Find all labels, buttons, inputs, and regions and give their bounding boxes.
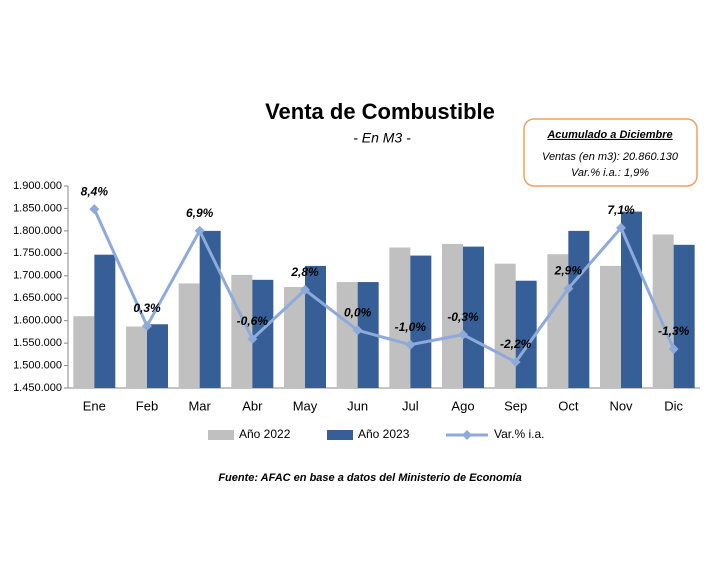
x-tick-label: Jun [347,398,368,413]
summary-box [523,118,698,187]
y-tick-label: 1.500.000 [13,359,62,371]
bar [336,282,358,388]
bar [547,254,569,388]
x-tick-label: Sep [504,398,527,413]
data-label: -2,2% [500,337,532,351]
bar [600,265,621,388]
x-tick-label: Nov [609,398,633,413]
box-line: Ventas (en m3): 20.860.130 [542,151,679,163]
data-label: -1,3% [658,324,690,338]
bar [442,243,463,388]
data-label: -1,0% [395,320,427,334]
x-tick-label: Oct [558,398,579,413]
x-tick-label: Ago [451,398,474,413]
legend-marker [462,430,472,440]
bar [673,244,695,388]
x-tick-label: Feb [136,398,158,413]
x-tick-label: May [293,398,318,413]
bar [463,246,484,388]
data-label: 0,0% [344,305,372,319]
bar [73,316,95,388]
bar [494,263,516,388]
y-tick-label: 1.750.000 [13,247,62,259]
line-marker [89,204,100,215]
y-tick-label: 1.900.000 [13,180,62,192]
legend-swatch [208,430,234,440]
line-marker [616,222,626,233]
data-label: 7,1% [607,203,635,217]
data-label: 6,9% [186,206,214,220]
bar [305,265,326,388]
x-tick-label: Abr [242,398,263,413]
x-tick-label: Dic [664,398,683,413]
data-label: 8,4% [81,184,109,198]
bar [621,211,642,388]
y-tick-label: 1.850.000 [13,202,62,214]
bar [652,234,674,388]
line-marker [142,320,152,331]
bar [284,287,305,388]
y-tick-label: 1.800.000 [13,225,62,237]
bar [94,254,116,388]
box-line: Var.% i.a.: 1,9% [571,167,649,179]
bar [357,282,379,388]
legend-label: Var.% i.a. [494,427,544,441]
bar [147,324,168,388]
box-title: Acumulado a Diciembre [546,129,672,141]
x-tick-label: Jul [402,398,419,413]
bar [515,280,537,388]
bar [389,247,411,388]
bar [410,255,432,388]
line-marker [405,339,416,350]
chart-title: Venta de Combustible [265,99,495,124]
line-marker [352,325,363,336]
line-series [92,208,676,364]
line-marker [194,225,205,236]
data-label: 0,3% [133,301,161,315]
data-label: 2,9% [554,264,583,278]
line-marker [563,283,574,294]
line-marker [247,333,258,344]
data-label: -0,3% [447,310,479,324]
line-marker [458,329,468,340]
legend-label: Año 2023 [358,427,410,441]
bar [199,230,221,388]
y-tick-label: 1.450.000 [13,382,62,394]
legend-label: Año 2022 [239,427,291,441]
y-tick-label: 1.700.000 [13,270,62,282]
legend-swatch [327,430,353,440]
source-note: Fuente: AFAC en base a datos del Ministe… [218,472,521,484]
y-tick-label: 1.550.000 [13,337,62,349]
chart-subtitle: - En M3 - [353,130,411,146]
y-tick-label: 1.650.000 [13,292,62,304]
bar [568,230,590,388]
line-marker [510,357,521,368]
x-tick-label: Mar [188,398,211,413]
bar [252,279,274,388]
data-label: 2,8% [290,265,319,279]
bar [178,283,200,388]
line-marker [300,284,310,295]
line-marker [668,344,679,355]
y-tick-label: 1.600.000 [13,315,62,327]
x-tick-label: Ene [83,398,106,413]
bar [126,326,147,388]
data-label: -0,6% [237,314,269,328]
